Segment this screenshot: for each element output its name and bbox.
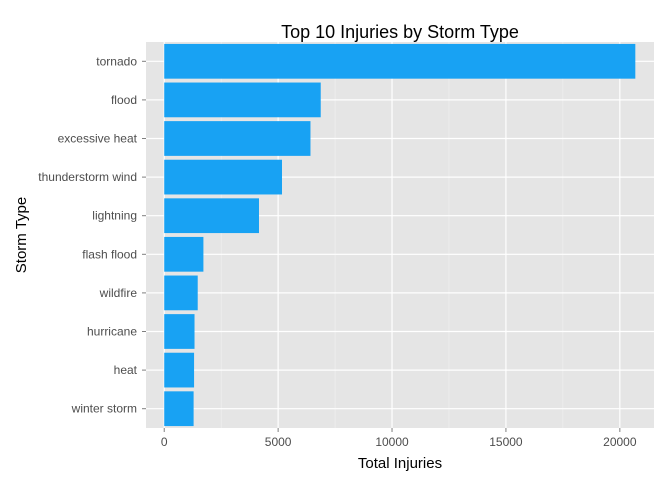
y-tick-label: hurricane xyxy=(87,325,137,339)
y-tick-label: flood xyxy=(111,93,137,107)
y-axis-ticks: tornado flood excessive heat thunderstorm w… xyxy=(38,54,146,416)
bar-wildfire xyxy=(164,275,198,311)
y-tick-label: lightning xyxy=(92,209,137,223)
x-axis-ticks: 0 5000 10000 15000 20000 xyxy=(161,428,637,449)
y-tick-label: heat xyxy=(114,363,138,377)
bar-heat xyxy=(164,352,195,388)
y-tick-label: wildfire xyxy=(99,286,138,300)
bar-tornado xyxy=(164,43,636,79)
bars xyxy=(164,43,636,427)
bar-hurricane xyxy=(164,314,195,349)
x-tick-label: 0 xyxy=(161,435,168,449)
bar-winter-storm xyxy=(164,391,194,427)
x-tick-label: 10000 xyxy=(375,435,409,449)
bar-flash-flood xyxy=(164,236,204,272)
x-tick-label: 15000 xyxy=(489,435,523,449)
x-axis-title: Total Injuries xyxy=(358,455,442,472)
chart-title: Top 10 Injuries by Storm Type xyxy=(281,22,519,42)
y-tick-label: flash flood xyxy=(82,247,137,261)
y-tick-label: winter storm xyxy=(71,402,137,416)
bar-flood xyxy=(164,82,321,118)
bar-excessive-heat xyxy=(164,121,311,156)
bar-thunderstorm-wind xyxy=(164,159,282,195)
y-tick-label: excessive heat xyxy=(58,132,138,146)
x-tick-label: 20000 xyxy=(603,435,637,449)
bar-lightning xyxy=(164,198,259,234)
y-tick-label: thunderstorm wind xyxy=(38,170,137,184)
y-axis-title: Storm Type xyxy=(13,197,30,273)
x-tick-label: 5000 xyxy=(265,435,292,449)
y-tick-label: tornado xyxy=(96,54,137,68)
